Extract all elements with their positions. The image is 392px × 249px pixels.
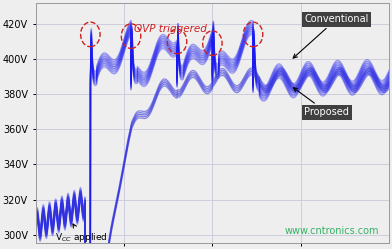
- Text: OVP triggered: OVP triggered: [134, 24, 206, 34]
- Text: V$_{CC}$ applied: V$_{CC}$ applied: [55, 224, 107, 244]
- Text: Conventional: Conventional: [293, 14, 369, 58]
- Text: Proposed: Proposed: [294, 88, 349, 117]
- Text: www.cntronics.com: www.cntronics.com: [284, 226, 379, 236]
